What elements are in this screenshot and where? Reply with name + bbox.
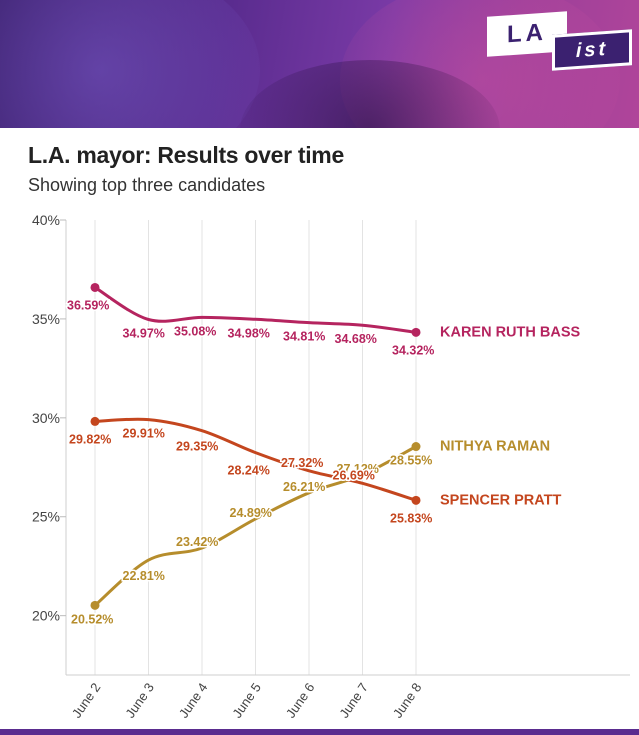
- data-label: 25.83%: [390, 511, 432, 525]
- y-tick-label: 40%: [32, 212, 60, 228]
- series-line: [93, 445, 418, 607]
- series-name-label: KAREN RUTH BASS: [440, 324, 581, 340]
- series-name-label: SPENCER PRATT: [440, 492, 562, 508]
- data-label: 29.91%: [123, 427, 165, 441]
- data-label: 35.08%: [174, 324, 216, 338]
- x-tick-label: June 8: [390, 680, 425, 721]
- data-point: [90, 416, 100, 426]
- data-label: 36.59%: [67, 298, 109, 312]
- data-point: [90, 600, 100, 610]
- data-label: 34.68%: [335, 332, 377, 346]
- x-tick-label: June 4: [176, 680, 211, 721]
- laist-logo-ist[interactable]: ist: [552, 29, 632, 71]
- data-label: 23.42%: [176, 535, 218, 549]
- y-tick-label: 20%: [32, 608, 60, 624]
- data-label: 27.32%: [281, 456, 323, 470]
- data-label: 26.69%: [333, 468, 375, 482]
- data-label: 22.81%: [123, 569, 165, 583]
- x-tick-label: June 2: [69, 680, 104, 721]
- series-line: [93, 417, 418, 502]
- data-label: 29.35%: [176, 440, 218, 454]
- data-label: 34.98%: [228, 326, 270, 340]
- data-point: [90, 282, 100, 292]
- data-point: [411, 327, 421, 337]
- data-label: 20.52%: [71, 612, 113, 626]
- bottom-image-strip: [0, 729, 639, 735]
- data-label: 34.32%: [392, 343, 434, 357]
- chart-title: L.A. mayor: Results over time: [28, 142, 344, 168]
- y-tick-label: 30%: [32, 410, 60, 426]
- y-tick-label: 35%: [32, 311, 60, 327]
- x-tick-label: June 3: [122, 680, 157, 721]
- line-chart: 40% 35% 30% 25% 20% June 2 June 3 June 4 June 5 J…: [32, 212, 630, 721]
- banner-glow: [0, 0, 260, 128]
- data-point: [411, 442, 421, 452]
- data-label: 27.12%: [337, 462, 379, 476]
- x-tick-label: June 5: [229, 680, 264, 721]
- header-banner: LA ist: [0, 0, 639, 128]
- data-label: 26.21%: [283, 480, 325, 494]
- data-label: 28.55%: [390, 454, 432, 468]
- data-label: 24.89%: [230, 506, 272, 520]
- x-tick-label: June 7: [336, 680, 371, 721]
- series-name-label: NITHYA RAMAN: [440, 439, 550, 455]
- y-tick-label: 25%: [32, 509, 60, 525]
- data-label: 34.97%: [123, 327, 165, 341]
- chart-subtitle: Showing top three candidates: [28, 175, 266, 195]
- data-label: 28.24%: [228, 464, 270, 478]
- data-label: 29.82%: [69, 432, 111, 446]
- data-label: 34.81%: [283, 330, 325, 344]
- x-tick-label: June 6: [283, 680, 318, 721]
- series-line: [93, 285, 418, 334]
- data-point: [411, 495, 421, 505]
